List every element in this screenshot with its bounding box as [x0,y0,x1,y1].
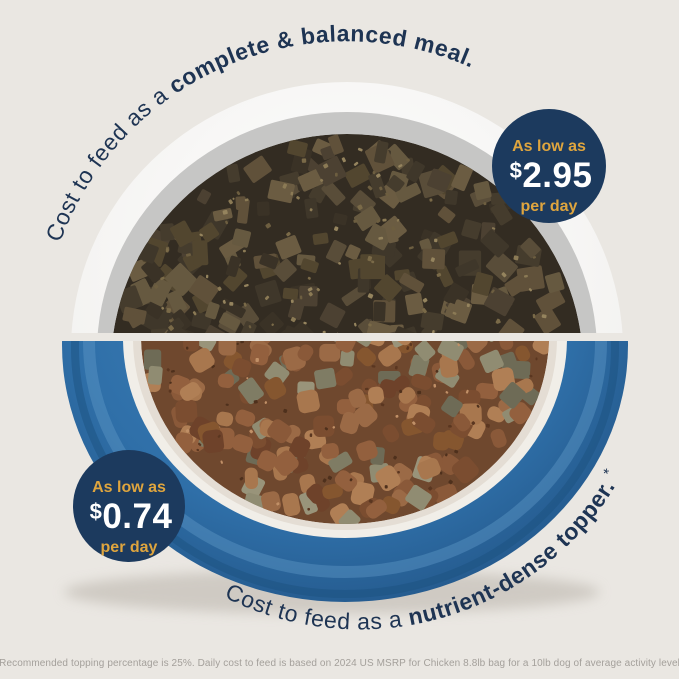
disclaimer-text: *Recommended topping percentage is 25%. … [0,658,679,669]
price-badge-bottom-circle [73,450,185,562]
price-badge-top: As low as $2.95 per day [492,109,606,223]
currency-symbol: $ [90,499,103,524]
price-badge-top-amount: $2.95 [510,156,593,195]
price-badge-top-prefix: As low as [512,138,586,155]
amount-value: 2.95 [522,156,592,195]
price-badge-top-circle [492,109,606,223]
price-badge-top-suffix: per day [521,198,578,215]
meal-bowl-photo [71,82,623,333]
topper-bowl-rim-shade [71,341,619,598]
topper-bowl-rim-highlight [83,341,607,578]
kibble-base [141,341,549,524]
jerky-chunks-texture [115,134,566,333]
amount-value: 0.74 [102,497,172,536]
price-badge-bottom-suffix: per day [101,539,158,556]
price-badge-bottom-prefix: As low as [92,479,166,496]
price-badge-bottom-amount: $0.74 [90,497,173,536]
price-badge-bottom: As low as $0.74 per day [73,450,185,562]
kibble-texture [142,341,549,524]
currency-symbol: $ [510,158,523,183]
topper-bowl-photo [62,341,628,614]
